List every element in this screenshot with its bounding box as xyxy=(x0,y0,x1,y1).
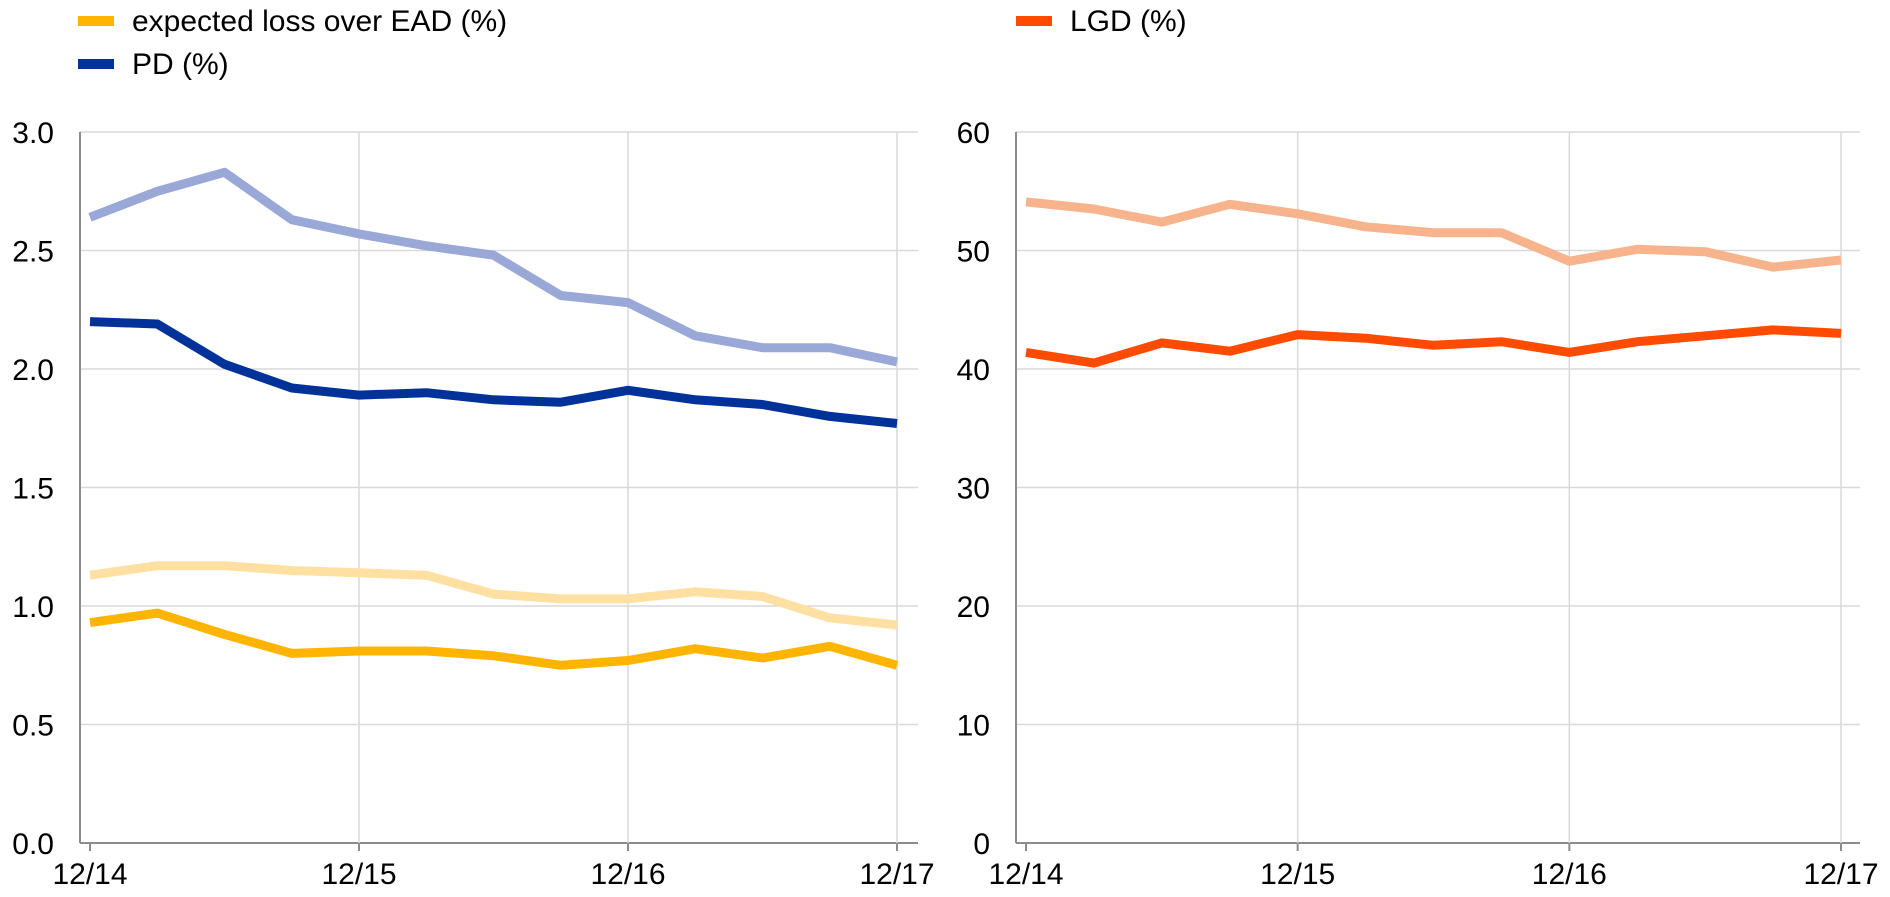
left-series-line-expected-loss-over-ead xyxy=(89,608,899,670)
left-x-tick-label: 12/15 xyxy=(321,858,396,891)
left-y-tick-label: 3.0 xyxy=(12,117,54,150)
right-y-tick-label: 60 xyxy=(957,117,990,150)
right-x-tick-label: 12/17 xyxy=(1803,858,1878,891)
left-y-tick-label: 1.0 xyxy=(12,591,54,624)
left-x-tick-label: 12/17 xyxy=(859,858,934,891)
left-y-tick-label: 0.0 xyxy=(12,828,54,861)
legend-swatch-pd xyxy=(78,59,114,69)
left-y-tick-label: 0.5 xyxy=(12,710,54,743)
legend-label-lgd: LGD (%) xyxy=(1070,5,1187,38)
left-y-tick-label: 2.5 xyxy=(12,236,54,269)
legend-right: LGD (%) xyxy=(1016,5,1187,38)
left-x-tick-label: 12/16 xyxy=(590,858,665,891)
legend-swatch-lgd xyxy=(1016,16,1052,26)
left-series xyxy=(88,167,899,670)
right-y-tick-label: 30 xyxy=(957,473,990,506)
right-series xyxy=(1025,197,1842,368)
left-x-tick-label: 12/14 xyxy=(52,858,127,891)
left-y-tick-label: 1.5 xyxy=(12,473,54,506)
left-panel: 0.00.51.01.52.02.53.0 12/14 12/15 12/16 12/… xyxy=(12,117,934,891)
legend-swatch-expected-loss xyxy=(78,16,114,26)
right-x-tick-label: 12/14 xyxy=(988,858,1063,891)
left-series-line-light-series-3 xyxy=(89,561,898,630)
right-y-tick-labels: 0 10 20 30 40 50 60 xyxy=(957,117,990,861)
left-series-line-pd xyxy=(89,317,898,428)
right-x-tick-labels: 12/14 12/15 12/16 12/17 xyxy=(988,858,1878,891)
right-y-tick-label: 20 xyxy=(957,591,990,624)
right-series-line-light-series-1 xyxy=(1025,197,1842,272)
left-y-tick-label: 2.0 xyxy=(12,354,54,387)
left-series-line-light-series-1 xyxy=(88,167,898,367)
right-x-tick-label: 12/15 xyxy=(1260,858,1335,891)
left-x-tick-labels: 12/14 12/15 12/16 12/17 xyxy=(52,858,934,891)
right-x-tick-label: 12/16 xyxy=(1532,858,1607,891)
right-y-tick-label: 50 xyxy=(957,236,990,269)
right-panel: 0 10 20 30 40 50 60 12/14 12/15 12/16 12/17 xyxy=(957,117,1879,891)
right-grid xyxy=(1015,131,1860,851)
legend-label-expected-loss: expected loss over EAD (%) xyxy=(132,5,507,38)
right-series-line-lgd xyxy=(1025,325,1842,368)
right-y-tick-label: 0 xyxy=(973,828,990,861)
legend-left: expected loss over EAD (%) PD (%) xyxy=(78,5,507,81)
left-y-tick-labels: 0.0 0.5 1.0 1.5 2.0 2.5 3.0 xyxy=(12,117,54,861)
legend-label-pd: PD (%) xyxy=(132,48,229,81)
right-y-tick-label: 10 xyxy=(957,710,990,743)
right-y-tick-label: 40 xyxy=(957,354,990,387)
left-grid xyxy=(79,131,918,851)
